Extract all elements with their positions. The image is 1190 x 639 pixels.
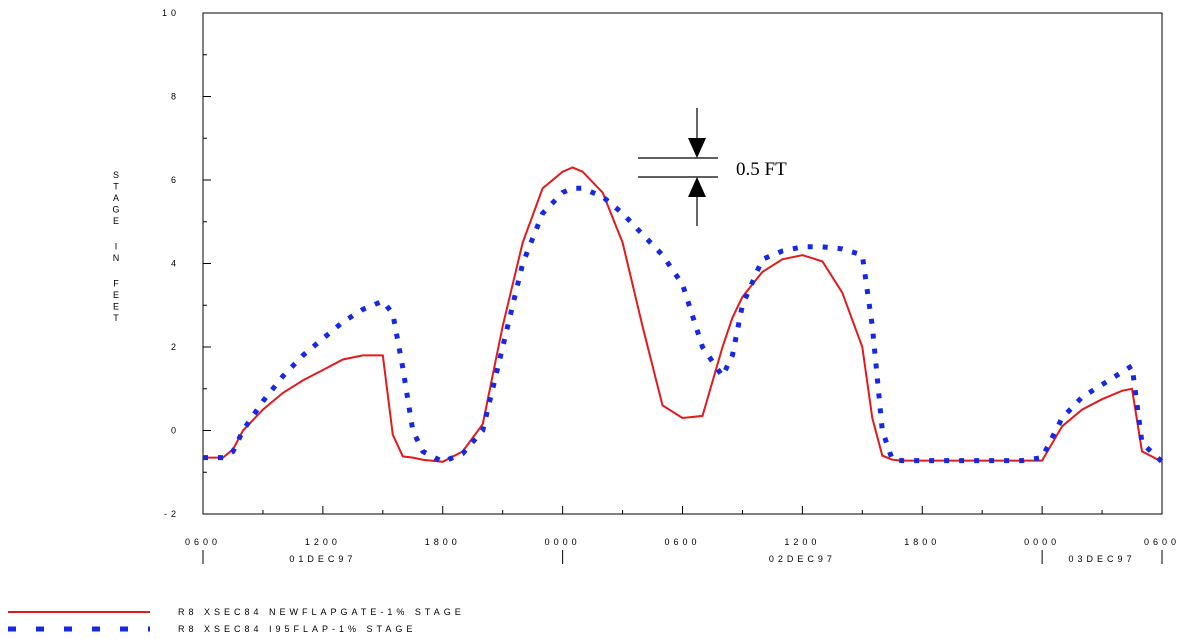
legend-label: R8 XSEC84 I95FLAP-1% STAGE — [178, 624, 416, 634]
legend-label: R8 XSEC84 NEWFLAPGATE-1% STAGE — [178, 607, 465, 617]
plot-frame — [202, 12, 1163, 515]
annotation-up-arrowhead — [688, 177, 706, 197]
x-tick-label: 0000 — [1024, 537, 1060, 547]
y-tick-label: 4 — [171, 259, 180, 269]
y-axis-title-char: G — [112, 205, 119, 215]
y-axis-title-char: E — [113, 290, 119, 300]
annotation-label: 0.5 FT — [736, 159, 787, 180]
y-axis-title-char: F — [113, 279, 119, 289]
x-tick-label: 0000 — [545, 537, 581, 547]
x-tick-label: 0600 — [185, 537, 221, 547]
series-layer — [203, 166, 1164, 465]
y-tick-label: 6 — [171, 175, 180, 185]
x-tick-label: 1200 — [305, 537, 341, 547]
date-label: 01DEC97 — [289, 554, 356, 564]
x-tick-label: 0600 — [1144, 537, 1180, 547]
x-tick-labels: 0600 1200 1800 0000 0600 1200 1800 0000 0600 — [185, 537, 1180, 547]
axis-ticks — [202, 12, 1163, 515]
x-tick-label: 1800 — [904, 537, 940, 547]
y-axis-title-char: E — [113, 302, 119, 312]
y-axis-title-char: I — [115, 242, 118, 252]
date-labels: 01DEC97 02DEC97 03DEC97 — [202, 550, 1163, 564]
date-label: 02DEC97 — [769, 554, 836, 564]
x-tick-label: 0600 — [664, 537, 700, 547]
annotation-0.5ft: 0.5 FT — [638, 108, 787, 226]
y-tick-label: 8 — [171, 92, 180, 102]
series-i95flap-line — [203, 185, 1164, 465]
y-tick-label: 10 — [162, 8, 180, 18]
y-axis-title-char: E — [113, 216, 119, 226]
x-tick-label: 1200 — [784, 537, 820, 547]
y-axis-title-char: S — [113, 170, 119, 180]
legend: R8 XSEC84 NEWFLAPGATE-1% STAGE R8 XSEC84 … — [8, 607, 465, 634]
y-tick-label: 0 — [171, 426, 180, 436]
y-tick-labels: 10 8 6 4 2 0 -2 — [162, 8, 180, 519]
y-axis-title-char: T — [113, 182, 119, 192]
x-tick-label: 1800 — [425, 537, 461, 547]
y-axis-title-char: N — [113, 253, 120, 263]
y-tick-label: 2 — [171, 342, 180, 352]
date-label: 03DEC97 — [1069, 554, 1136, 564]
y-axis-title-char: A — [113, 193, 119, 203]
y-axis-title-char: T — [113, 313, 119, 323]
y-tick-label: -2 — [164, 509, 180, 519]
series-newflapgate-line — [203, 166, 1163, 463]
annotation-down-arrowhead — [688, 138, 706, 158]
